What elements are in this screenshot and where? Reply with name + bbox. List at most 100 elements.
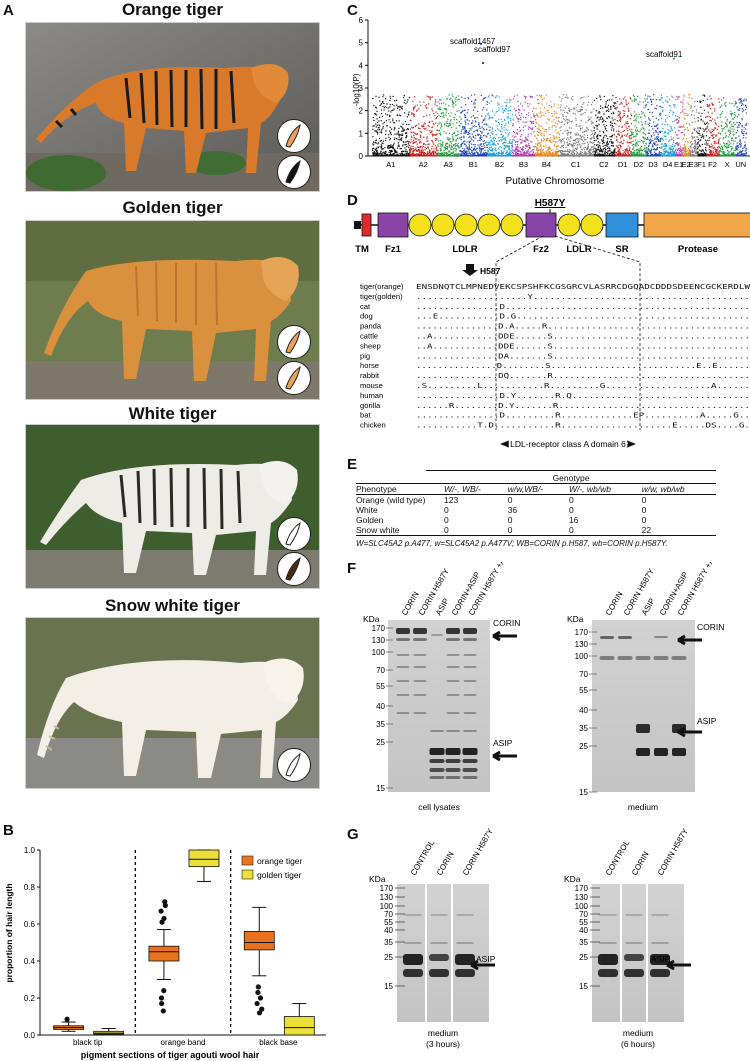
gel-6h: [592, 884, 684, 1022]
sequence-row: ...............D.A.....R................…: [416, 323, 750, 331]
corin-band: [396, 628, 410, 634]
blot-band: [397, 654, 410, 656]
marker-label-g-right: 170: [575, 884, 589, 893]
peak-scaffold97: [482, 62, 484, 64]
manh-ytick-label: 0: [359, 152, 364, 161]
snow-white-tiger-photo: [25, 617, 320, 789]
asip-band: [598, 969, 618, 977]
chromosome-D1: [614, 97, 632, 157]
marker-label-right: 25: [579, 742, 588, 751]
blot-band: [654, 656, 669, 660]
blot-band: [464, 666, 477, 668]
caption-medium-6h: medium: [623, 1028, 653, 1038]
asip-band: [429, 969, 449, 977]
asip-band: [636, 748, 650, 756]
asip-band: [463, 776, 478, 779]
species-label: dog: [360, 312, 373, 321]
blot-band: [396, 638, 410, 641]
marker-label-g-left: 25: [384, 953, 393, 962]
asip-band: [463, 759, 478, 763]
sequence-row: ...............DA.......S...............…: [416, 352, 750, 360]
species-label: tiger(golden): [360, 292, 403, 301]
col-phenotype: Phenotype: [356, 484, 444, 495]
asip-band: [430, 759, 445, 763]
chromosome-label: D3: [648, 160, 658, 169]
hair-icon-orange-2: [277, 155, 311, 189]
band-asip-g-left: ASIP: [476, 954, 496, 964]
corin-band: [463, 628, 477, 634]
table-row: White 0 36 0 0: [356, 505, 716, 515]
asip-band: [463, 748, 478, 755]
col-genotype-2: w/w,WB/-: [508, 484, 569, 495]
species-label: sheep: [360, 341, 381, 350]
blot-band: [651, 914, 669, 916]
domain-tm: TM: [355, 244, 369, 255]
species-label: human: [360, 391, 383, 400]
marker-label-g-left: 40: [384, 926, 393, 935]
marker-label-right: 40: [579, 706, 588, 715]
blot-band: [625, 914, 643, 916]
chromosome-A2: [410, 96, 438, 157]
lane-label-g-right: CORIN H587Y: [656, 826, 690, 877]
gel-medium: [592, 620, 695, 792]
genotype-table-wrap: Genotype Phenotype W/-, WB/- w/w,WB/- W/…: [356, 470, 716, 548]
orange-tiger-photo: [25, 22, 320, 192]
chromosome-label: F1: [697, 160, 706, 169]
blot-band: [447, 694, 460, 696]
table-row: Snow white 0 0 0 22: [356, 525, 716, 536]
asip-band: [430, 748, 445, 755]
blot-band: [447, 712, 460, 714]
marker-label-right: 170: [575, 628, 589, 637]
corin-band: [446, 628, 460, 634]
chromosome-B2: [487, 94, 513, 156]
blot-band: [599, 914, 617, 916]
mutation-label: H587Y: [535, 198, 566, 209]
species-label: panda: [360, 322, 382, 331]
box-plot-chart: 0.00.20.40.60.81.0black tip orange band bl…: [0, 838, 330, 1061]
lane-label-g-left: CONTROL: [409, 838, 437, 877]
blot-band: [414, 694, 427, 696]
tiger-title-white: White tiger: [25, 404, 320, 424]
manh-ylabel: -log10(P): [352, 73, 361, 106]
chromosome-label: D2: [634, 160, 644, 169]
manh-ytick-label: 1: [359, 129, 364, 138]
chromosome-UN: [736, 98, 748, 156]
chromosome-label: B3: [519, 160, 528, 169]
chromosome-label: C1: [571, 160, 581, 169]
box-golden-tiger-2: [284, 1004, 314, 1035]
hair-icon-white-1: [277, 517, 311, 551]
box-golden-tiger-0: [94, 1029, 124, 1035]
species-label: horse: [360, 361, 379, 370]
lane-label-g-left: CORIN H587Y: [461, 826, 495, 877]
asip-band: [672, 748, 686, 756]
chromosome-B4: [535, 95, 559, 157]
annot-scaffold91: scaffold91: [646, 50, 683, 59]
marker-label-right: 100: [575, 652, 589, 661]
chromosome-C2: [593, 95, 615, 156]
marker-label-g-left: 130: [380, 893, 394, 902]
box-xtick-label: orange band: [161, 1038, 206, 1047]
blot-band: [464, 680, 477, 682]
legend-golden: golden tiger: [257, 870, 302, 880]
blot-band: [618, 656, 633, 660]
genotype-footnote: W=SLC45A2 p.A477, w=SLC45A2 p.A477V; WB=…: [356, 539, 716, 548]
chromosome-label: B2: [495, 160, 504, 169]
outlier-point: [254, 1001, 259, 1006]
caption-6-hours: (6 hours): [621, 1039, 655, 1049]
box-xlabel: pigment sections of tiger agouti wool ha…: [81, 1050, 260, 1060]
blot-band: [431, 634, 443, 636]
outlier-point: [161, 988, 166, 993]
blot-band: [672, 656, 687, 660]
gel-cell-lysates: [388, 620, 490, 792]
marker-label-g-right: 15: [579, 982, 588, 991]
box-ylabel: proportion of hair length: [4, 883, 14, 982]
chromosome-X: [719, 97, 737, 156]
caption-cell-lysates: cell lysates: [418, 802, 460, 812]
col-genotype-4: w/w, wb/wb: [642, 484, 716, 495]
lane-label-g-right: CORIN: [630, 850, 651, 877]
chromosome-label: D4: [663, 160, 673, 169]
manh-ytick-label: 2: [359, 107, 364, 116]
marker-label-left: 55: [376, 682, 385, 691]
blot-band: [651, 942, 669, 944]
chromosome-label: B4: [542, 160, 551, 169]
